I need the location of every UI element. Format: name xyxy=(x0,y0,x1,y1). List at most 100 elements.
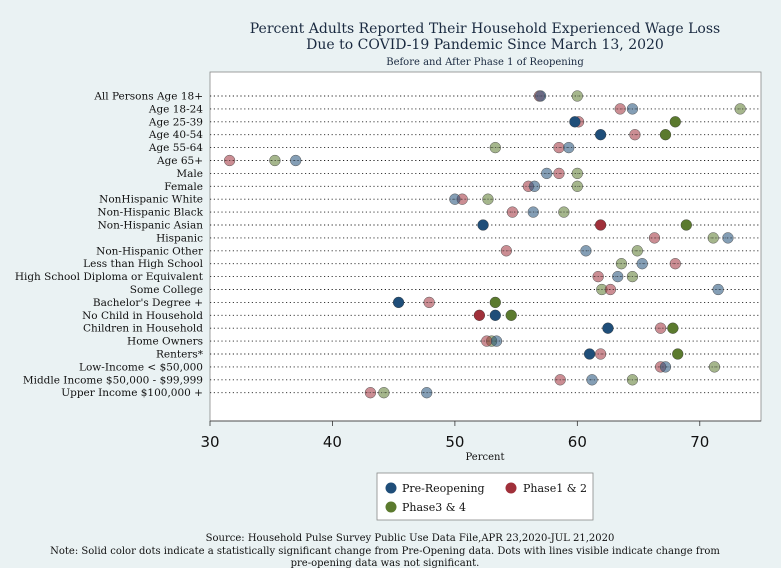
point-phase3-4 xyxy=(558,206,570,218)
point-phase1-2 xyxy=(592,270,604,283)
point-marker xyxy=(473,309,485,321)
point-pre-reopening xyxy=(477,219,489,231)
legend-label-phase1-2: Phase1 & 2 xyxy=(523,482,587,495)
category-label-male: Male xyxy=(176,168,203,180)
point-phase1-2 xyxy=(364,387,377,399)
point-phase3-4 xyxy=(680,219,692,231)
point-phase1-2 xyxy=(604,283,617,296)
point-phase3-4 xyxy=(626,270,639,283)
point-pre-reopening xyxy=(583,348,596,360)
category-label-age-25-39: Age 25-39 xyxy=(148,116,203,128)
chart-subtitle: Before and After Phase 1 of Reopening xyxy=(386,57,584,68)
point-phase3-4 xyxy=(596,283,608,296)
point-phase3-4 xyxy=(489,141,501,154)
point-pre-reopening xyxy=(586,374,598,386)
point-marker xyxy=(667,322,679,334)
point-phase1-2 xyxy=(553,141,565,154)
point-phase3-4 xyxy=(489,296,501,309)
category-label-renters: Renters* xyxy=(156,349,204,361)
category-label-all-persons-age-18: All Persons Age 18+ xyxy=(93,91,203,103)
point-pre-reopening xyxy=(528,180,541,192)
point-phase1-2 xyxy=(669,258,681,270)
point-pre-reopening xyxy=(722,232,734,244)
point-phase1-2 xyxy=(481,335,493,347)
point-phase3-4 xyxy=(708,361,721,373)
point-phase1-2 xyxy=(473,309,485,321)
point-pre-reopening xyxy=(392,296,405,309)
point-phase3-4 xyxy=(734,103,746,115)
point-phase3-4 xyxy=(631,245,643,257)
category-label-upper-income-100-000: Upper Income $100,000 + xyxy=(61,387,203,399)
chart-title-line2: Due to COVID-19 Pandemic Since March 13,… xyxy=(306,37,664,53)
category-label-low-income-50-000: Low-Income < $50,000 xyxy=(79,361,203,373)
point-pre-reopening xyxy=(563,141,575,154)
footnote-line2: pre-opening data was not significant. xyxy=(291,558,480,568)
point-phase1-2 xyxy=(594,348,607,360)
x-axis-label: Percent xyxy=(466,452,505,463)
category-label-age-55-64: Age 55-64 xyxy=(148,142,203,154)
point-pre-reopening xyxy=(594,129,607,141)
point-pre-reopening xyxy=(489,309,501,321)
category-label-high-school-diploma-or-equivalent: High School Diploma or Equivalent xyxy=(15,271,204,283)
point-phase1-2 xyxy=(506,206,519,218)
point-marker xyxy=(477,219,489,231)
point-marker xyxy=(594,129,607,141)
point-phase3-4 xyxy=(378,387,390,399)
point-pre-reopening xyxy=(490,335,503,347)
legend-marker-phase3-4 xyxy=(385,501,397,513)
point-marker xyxy=(505,309,517,321)
source-note: Source: Household Pulse Survey Public Us… xyxy=(206,533,615,544)
point-phase1-2 xyxy=(553,167,565,180)
legend-marker-pre-reopening xyxy=(385,482,397,494)
category-label-some-college: Some College xyxy=(130,284,203,296)
category-label-non-hispanic-black: Non-Hispanic Black xyxy=(97,207,203,219)
grid-lines xyxy=(210,95,761,394)
category-label-non-hispanic-other: Non-Hispanic Other xyxy=(96,245,204,257)
category-label-hispanic: Hispanic xyxy=(156,232,203,244)
point-pre-reopening xyxy=(602,322,614,334)
point-marker xyxy=(583,348,596,360)
legend-label-phase3-4: Phase3 & 4 xyxy=(402,501,466,514)
point-phase1-2 xyxy=(648,232,661,244)
point-pre-reopening xyxy=(290,154,302,167)
point-phase1-2 xyxy=(654,322,667,334)
chart-title: Percent Adults Reported Their Household … xyxy=(250,21,720,37)
point-marker xyxy=(672,348,684,360)
point-pre-reopening xyxy=(626,103,639,115)
point-pre-reopening xyxy=(569,116,581,128)
category-label-non-hispanic-asian: Non-Hispanic Asian xyxy=(98,220,204,232)
point-pre-reopening xyxy=(612,270,624,283)
point-phase1-2 xyxy=(614,103,626,115)
point-phase1-2 xyxy=(629,129,641,141)
point-phase3-4 xyxy=(707,232,719,244)
point-phase3-4 xyxy=(669,116,681,128)
category-label-home-owners: Home Owners xyxy=(127,336,203,348)
legend-label-pre-reopening: Pre-Reopening xyxy=(402,482,485,495)
point-marker xyxy=(669,116,681,128)
point-pre-reopening xyxy=(527,206,539,218)
legend: Pre-Reopening Phase1 & 2 Phase3 & 4 xyxy=(376,472,594,521)
point-phase3-4 xyxy=(615,258,628,270)
point-marker xyxy=(659,129,672,141)
category-label-nonhispanic-white: NonHispanic White xyxy=(99,194,203,206)
point-pre-reopening xyxy=(541,167,553,180)
footnote-line1: Note: Solid color dots indicate a statis… xyxy=(50,546,720,557)
point-marker xyxy=(392,296,405,309)
point-phase3-4 xyxy=(269,154,281,167)
category-label-less-than-high-school: Less than High School xyxy=(83,258,203,270)
point-phase3-4 xyxy=(626,374,639,386)
point-phase3-4 xyxy=(505,309,517,321)
point-pre-reopening xyxy=(636,258,648,270)
category-label-no-child-in-household: No Child in Household xyxy=(82,310,203,322)
legend-marker-phase1-2 xyxy=(505,482,517,494)
point-marker xyxy=(602,322,614,334)
point-pre-reopening xyxy=(534,90,547,102)
point-phase1-2 xyxy=(223,154,236,167)
x-axis-ticks: 30 40 50 60 70 xyxy=(200,421,709,451)
point-marker xyxy=(489,309,501,321)
category-label-middle-income-50-000-99-999: Middle Income $50,000 - $99,999 xyxy=(23,374,203,386)
point-phase1-2 xyxy=(554,374,566,386)
point-marker xyxy=(680,219,692,231)
point-pre-reopening xyxy=(712,283,724,296)
